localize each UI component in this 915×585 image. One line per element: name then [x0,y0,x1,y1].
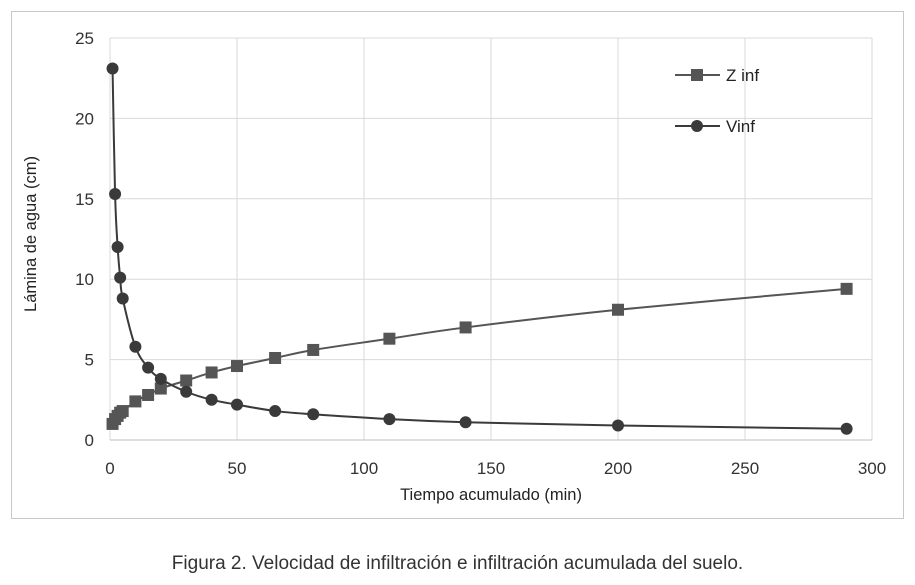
x-axis-title: Tiempo acumulado (min) [400,486,582,504]
legend-marker-z-inf [691,69,703,81]
grid [109,37,873,441]
legend-marker-vinf [691,120,703,132]
data-point-vinf [612,419,624,432]
data-point-vinf [269,405,282,418]
x-tick-label: 50 [228,459,247,478]
data-point-vinf [231,398,243,411]
data-point-vinf [116,292,129,305]
legend-entry-z-inf: Z inf [675,66,759,85]
data-point-vinf [129,340,142,353]
series-line-z-inf [111,287,847,425]
data-point-z-inf [205,366,218,379]
x-tick-label: 0 [105,459,114,478]
data-point-vinf [114,271,127,284]
chart-frame [11,11,904,519]
x-tick-label: 100 [350,459,378,478]
legend-label-vinf: Vinf [726,117,755,136]
x-tick-label: 200 [604,459,632,478]
series-layer [106,62,853,435]
y-tick-label: 25 [75,29,94,48]
series-z-inf [106,282,853,430]
data-point-vinf [106,62,119,75]
y-axis-title: Lámina de agua (cm) [22,156,40,312]
x-tick-label: 150 [477,459,505,478]
data-point-vinf [205,393,218,406]
data-point-z-inf [180,374,193,387]
data-point-vinf [109,187,122,200]
data-point-vinf [180,385,193,398]
y-tick-label: 20 [75,109,94,128]
legend-label-z-inf: Z inf [726,66,759,85]
data-point-z-inf [116,405,129,418]
series-vinf [106,62,853,435]
data-point-z-inf [154,382,167,395]
data-point-z-inf [129,395,142,408]
data-point-z-inf [142,388,155,401]
data-point-z-inf [459,321,472,334]
data-point-z-inf [383,332,396,345]
data-point-vinf [142,361,155,374]
data-point-z-inf [612,303,624,316]
data-point-vinf [459,416,472,429]
data-point-z-inf [840,282,853,295]
y-tick-label: 0 [85,431,94,450]
data-point-vinf [307,408,320,421]
data-point-vinf [840,422,853,435]
data-point-vinf [111,241,124,254]
legend: Z inf Vinf [675,66,759,136]
data-point-z-inf [307,343,320,356]
data-point-vinf [154,372,167,385]
figure-caption: Figura 2. Velocidad de infiltración e in… [171,553,744,574]
data-point-z-inf [231,360,243,373]
y-tick-label: 15 [75,190,94,209]
legend-entry-vinf: Vinf [675,117,755,136]
x-tick-label: 300 [858,459,886,478]
series-line-vinf [111,68,847,430]
y-tick-label: 10 [75,270,94,289]
y-tick-label: 5 [85,351,94,370]
data-point-z-inf [269,351,282,364]
data-point-vinf [383,413,396,426]
x-tick-label: 250 [731,459,759,478]
